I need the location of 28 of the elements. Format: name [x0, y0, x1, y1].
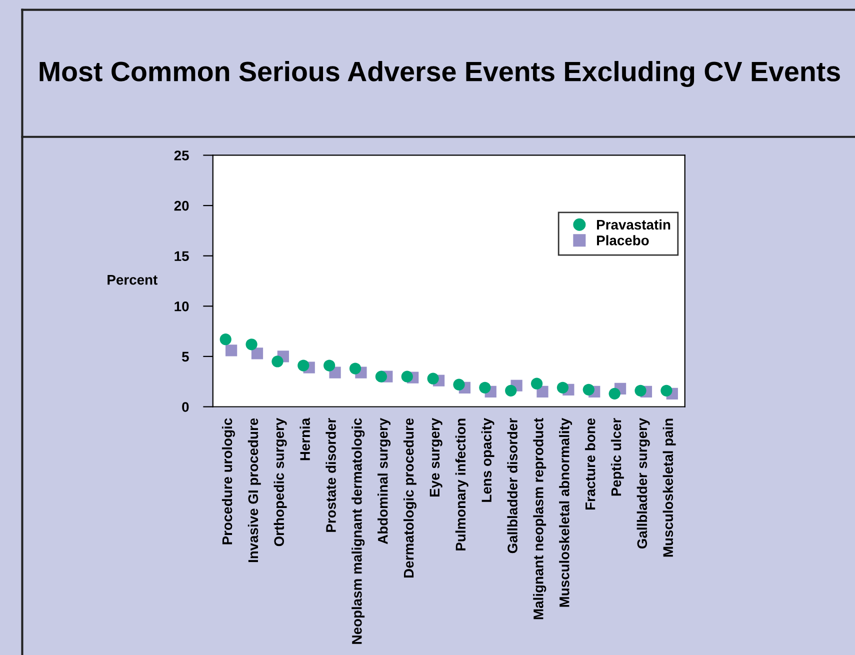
legend-label: Placebo	[597, 235, 649, 246]
x-tick-label: Abdominal surgery	[378, 418, 391, 544]
x-tick-label: Eye surgery	[430, 418, 442, 496]
x-tick-label: Fracture bone	[585, 418, 596, 510]
x-tick-label: Procedure urologic	[222, 418, 235, 544]
x-tick-label: Gallbladder surgery	[636, 418, 650, 549]
x-tick-label: Dermatologic procedure	[403, 418, 416, 578]
x-tick-label: Musculoskeletal pain	[662, 418, 676, 557]
x-tick-label: Prostate disorder	[326, 418, 336, 532]
x-tick-label: Neoplasm malignant dermatologic	[352, 418, 365, 644]
legend-label: Pravastatin	[597, 219, 670, 230]
x-tick-label: Orthopedic surgery	[274, 418, 287, 546]
x-tick-label: Invasive GI procedure	[248, 418, 261, 562]
y-tick-label: 0	[182, 402, 189, 412]
x-tick-label: Malignant neoplasm reproduct	[533, 418, 546, 620]
x-tick-label: Musculoskeletal abnormality	[559, 418, 572, 607]
x-tick-label: Pulmonary infection	[455, 418, 468, 550]
y-tick-label: 5	[182, 352, 189, 362]
y-tick-label: 25	[174, 150, 189, 160]
x-tick-label: Hernia	[300, 418, 310, 460]
y-axis-title: Percent	[108, 275, 158, 285]
chart-title: Most Common Serious Adverse Events Excluding CV Events	[40, 61, 840, 88]
x-tick-label: Lens opacity	[481, 418, 494, 502]
y-tick-label: 20	[174, 200, 189, 211]
x-tick-label: Gallbladder disorder	[507, 418, 518, 554]
y-tick-label: 15	[174, 251, 189, 262]
x-tick-label: Peptic ulcer	[610, 418, 624, 496]
y-tick-label: 10	[174, 301, 189, 312]
